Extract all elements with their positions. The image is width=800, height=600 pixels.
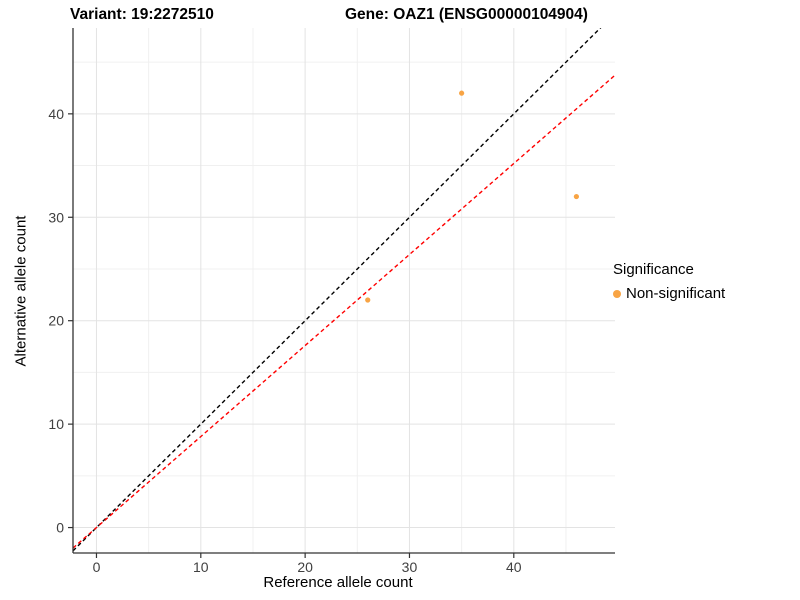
y-tick-label: 30 — [48, 209, 64, 225]
data-point — [459, 90, 465, 96]
legend-item-non-significant: Non-significant — [613, 285, 725, 302]
legend-title: Significance — [613, 261, 694, 278]
y-tick-label: 0 — [56, 520, 64, 536]
x-tick-label: 20 — [297, 559, 313, 575]
fitted-ratio-line — [73, 74, 615, 549]
identity-line — [73, 28, 602, 552]
x-tick-label: 40 — [506, 559, 522, 575]
x-axis-label: Reference allele count — [263, 574, 413, 591]
y-tick-label: 40 — [48, 106, 64, 122]
data-point — [573, 193, 579, 200]
x-tick-label: 10 — [193, 559, 209, 575]
legend-item-label: Non-significant — [626, 285, 726, 302]
legend: Significance Non-significant — [613, 261, 725, 302]
data-point — [365, 297, 371, 303]
y-axis-label: Alternative allele count — [12, 215, 30, 367]
x-tick-label: 0 — [93, 559, 101, 575]
x-tick-label: 30 — [402, 559, 418, 575]
gene-title: Gene: OAZ1 (ENSG00000104904) — [345, 6, 588, 23]
y-tick-label: 20 — [48, 313, 64, 329]
variant-title: Variant: 19:2272510 — [70, 6, 214, 23]
legend-point-icon — [613, 289, 621, 298]
y-tick-label: 10 — [48, 416, 64, 432]
